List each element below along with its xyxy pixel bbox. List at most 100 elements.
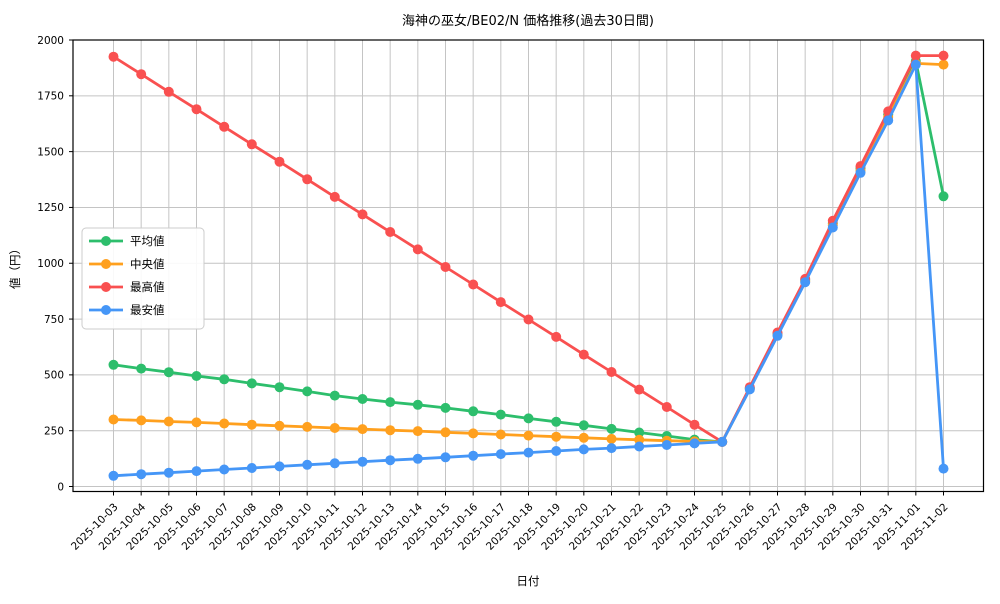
marker-highest [219,121,230,132]
marker-highest [468,279,479,290]
marker-highest [246,139,257,150]
marker-highest [108,51,119,62]
y-tick-label: 2000 [37,35,64,47]
marker-highest [495,297,506,308]
marker-median [191,417,202,428]
marker-median [495,429,506,440]
marker-highest [938,50,949,61]
marker-average [495,409,506,420]
marker-highest [689,419,700,430]
axis-ticks [69,39,944,496]
marker-average [634,427,645,438]
marker-highest [274,156,285,167]
marker-highest [163,86,174,97]
marker-lowest [689,438,700,449]
marker-lowest [744,384,755,395]
marker-median [274,420,285,431]
marker-average [551,416,562,427]
marker-average [108,359,119,370]
legend-marker-average [101,236,111,246]
marker-lowest [136,469,147,480]
marker-lowest [274,461,285,472]
marker-lowest [468,450,479,461]
y-tick-label: 1250 [37,202,64,214]
y-tick-label: 250 [44,425,64,437]
marker-lowest [412,453,423,464]
marker-highest [191,104,202,115]
marker-median [578,432,589,443]
marker-lowest [246,463,257,473]
marker-median [108,414,119,425]
y-tick-label: 1500 [37,146,64,158]
marker-average [523,413,534,424]
marker-lowest [717,436,728,447]
marker-lowest [163,467,174,478]
legend-marker-lowest [101,305,111,315]
marker-median [468,428,479,439]
legend-label-highest: 最高値 [130,280,165,294]
marker-lowest [219,464,230,475]
marker-average [136,363,147,374]
marker-median [357,424,368,435]
marker-highest [910,50,921,61]
marker-average [385,397,396,408]
marker-lowest [910,59,921,70]
marker-lowest [938,463,949,474]
y-tick-label: 1750 [37,91,64,103]
marker-highest [523,314,534,325]
marker-average [274,382,285,393]
y-axis-label: 値（円） [8,243,22,289]
marker-average [329,390,340,401]
legend-marker-highest [101,282,111,292]
marker-median [219,418,230,429]
marker-lowest [800,277,811,288]
marker-lowest [883,115,894,126]
marker-lowest [329,458,340,469]
marker-median [302,421,313,432]
marker-average [302,386,313,397]
series [108,50,949,481]
marker-average [163,367,174,378]
legend-label-median: 中央値 [130,257,165,271]
marker-highest [385,227,396,237]
marker-lowest [827,222,838,233]
marker-average [468,406,479,417]
marker-median [163,416,174,427]
marker-lowest [357,456,368,467]
marker-average [606,423,617,434]
marker-lowest [108,470,119,481]
marker-lowest [523,447,534,458]
marker-lowest [855,167,866,178]
marker-median [412,426,423,437]
marker-highest [302,174,313,185]
marker-lowest [606,443,617,454]
legend-label-average: 平均値 [130,234,165,248]
y-tick-label: 1000 [37,258,64,270]
marker-lowest [440,452,451,463]
marker-highest [440,262,451,272]
chart-title: 海神の巫女/BE02/N 価格推移(過去30日間) [402,13,654,29]
marker-highest [606,367,617,377]
marker-median [551,431,562,442]
marker-average [440,402,451,413]
legend-marker-median [101,259,111,269]
marker-lowest [634,441,645,452]
marker-average [219,374,230,385]
marker-lowest [385,455,396,466]
marker-highest [136,69,147,80]
marker-highest [412,244,423,255]
marker-highest [551,331,562,342]
marker-lowest [661,440,672,450]
marker-lowest [495,449,506,460]
y-tick-label: 0 [57,481,64,493]
marker-highest [578,349,589,360]
marker-average [938,191,949,202]
marker-median [246,419,257,430]
marker-median [606,433,617,444]
marker-median [385,425,396,436]
marker-average [578,420,589,431]
marker-lowest [191,466,202,477]
marker-average [246,378,257,389]
